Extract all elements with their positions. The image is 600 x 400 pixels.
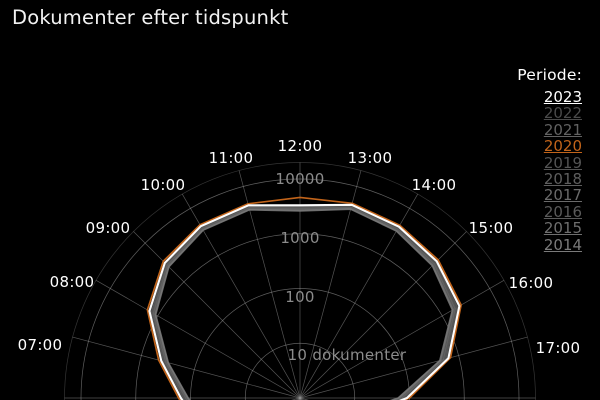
grid-spoke-9 — [299, 231, 467, 399]
hour-label-1200: 12:00 — [277, 137, 323, 155]
grid-spoke-17 — [72, 336, 301, 399]
series-line-2023 — [148, 203, 461, 400]
series-group — [146, 196, 462, 400]
hour-label-1500: 15:00 — [468, 219, 514, 237]
legend-item-2023[interactable]: 2023 — [543, 88, 582, 106]
hour-label-0900: 09:00 — [85, 219, 131, 237]
hour-label-1400: 14:00 — [411, 176, 457, 194]
series-line-2014 — [154, 208, 454, 400]
radial-label-2: 100 — [285, 288, 315, 306]
page-title: Dokumenter efter tidspunkt — [12, 6, 289, 29]
grid-spoke-8 — [299, 279, 505, 399]
hour-label-0700: 07:00 — [17, 336, 63, 354]
grid-spoke-16 — [95, 279, 301, 399]
hour-label-1600: 16:00 — [508, 274, 554, 292]
legend-item-2016[interactable]: 2016 — [543, 202, 582, 221]
hour-label-1700: 17:00 — [535, 339, 581, 357]
grid-spoke-7 — [299, 336, 528, 399]
legend-item-2022[interactable]: 2022 — [543, 104, 582, 123]
grid-spoke-15 — [133, 231, 301, 399]
legend-item-2015[interactable]: 2015 — [543, 219, 582, 238]
legend-item-2017[interactable]: 2017 — [543, 186, 582, 205]
legend-item-list: 2023 2022 2021 2020 2019 2018 2017 2016 2015 2014 — [462, 89, 582, 253]
legend-item-2014[interactable]: 2014 — [543, 235, 582, 254]
hour-label-1100: 11:00 — [208, 149, 254, 167]
legend-item-2019[interactable]: 2019 — [543, 153, 582, 172]
radial-label-0: 10000 — [275, 170, 325, 188]
series-line-2020 — [146, 196, 462, 400]
legend-title: Periode: — [517, 66, 582, 84]
hour-label-0800: 08:00 — [49, 273, 95, 291]
legend-item-2020[interactable]: 2020 — [543, 137, 582, 156]
radial-label-1: 1000 — [280, 229, 320, 247]
hour-label-1300: 13:00 — [347, 149, 393, 167]
legend-item-2018[interactable]: 2018 — [543, 170, 582, 189]
hour-label-1000: 10:00 — [140, 176, 186, 194]
legend-item-2021[interactable]: 2021 — [543, 120, 582, 139]
legend: Periode: 2023 2022 2021 2020 2019 2018 2017 201… — [462, 66, 582, 253]
radial-label-3: 10 dokumenter — [287, 346, 407, 364]
